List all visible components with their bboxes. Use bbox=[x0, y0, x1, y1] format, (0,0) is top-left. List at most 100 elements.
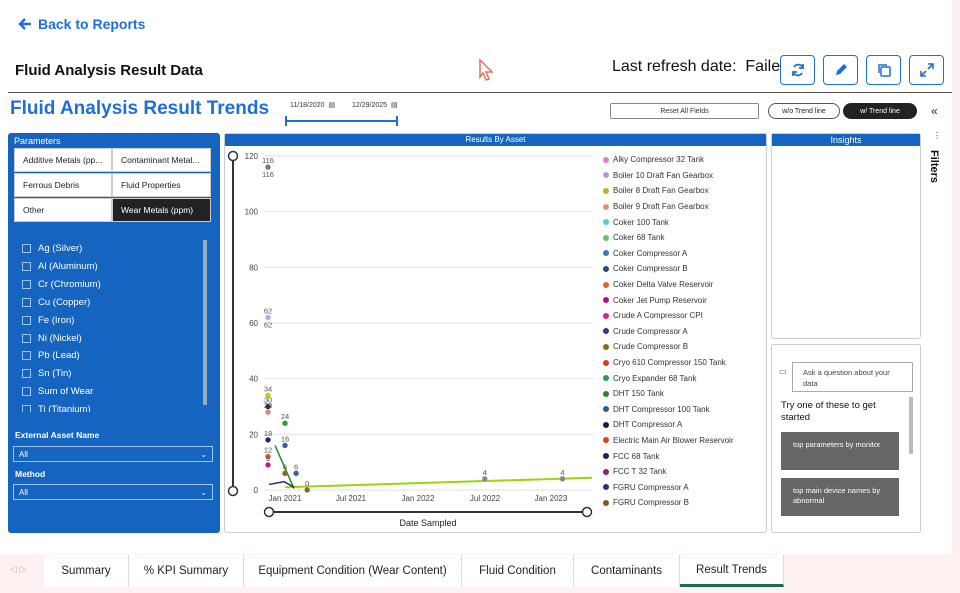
legend-item[interactable]: FCC T 32 Tank bbox=[603, 464, 763, 480]
suggestion-button[interactable]: top parameters by monitor bbox=[781, 432, 899, 470]
checkbox-item[interactable]: Ag (Silver) bbox=[22, 243, 82, 254]
checkbox-item[interactable]: Cu (Copper) bbox=[22, 297, 90, 308]
checkbox-box[interactable] bbox=[22, 297, 31, 307]
legend-item[interactable]: DHT Compressor 100 Tank bbox=[603, 402, 763, 418]
legend-item[interactable]: Cryo 610 Compressor 150 Tank bbox=[603, 355, 763, 371]
slider-handle[interactable] bbox=[227, 485, 239, 497]
data-point[interactable] bbox=[482, 476, 488, 482]
data-point[interactable] bbox=[304, 487, 310, 493]
copy-button[interactable] bbox=[866, 55, 901, 85]
data-point[interactable] bbox=[559, 476, 566, 482]
edit-button[interactable] bbox=[823, 55, 858, 85]
legend-item[interactable]: Coker Delta Valve Reservoir bbox=[603, 277, 763, 293]
checkbox-item[interactable]: Al (Aluminum) bbox=[22, 261, 98, 272]
tab-scroll-arrows[interactable]: ◁ ▷ bbox=[10, 564, 27, 574]
param-contaminant-metals[interactable]: Contaminant Metal... bbox=[112, 148, 211, 172]
legend-item[interactable]: Crude Compressor B bbox=[603, 339, 763, 355]
slider-handle[interactable] bbox=[263, 506, 275, 518]
back-to-reports-link[interactable]: Back to Reports bbox=[18, 16, 145, 32]
tab-result-trends[interactable]: Result Trends bbox=[680, 555, 784, 587]
checkbox-item[interactable]: Cr (Chromium) bbox=[22, 279, 101, 290]
data-point[interactable] bbox=[265, 164, 271, 170]
suggestions-scrollbar[interactable] bbox=[909, 397, 913, 454]
checkbox-item[interactable]: Sn (Tin) bbox=[22, 368, 71, 379]
tab-equipment-condition[interactable]: Equipment Condition (Wear Content) bbox=[244, 555, 462, 587]
without-trend-line-button[interactable]: w/o Trend line bbox=[768, 103, 840, 119]
tab-kpi-summary[interactable]: % KPI Summary bbox=[129, 555, 244, 587]
refresh-button[interactable] bbox=[780, 55, 815, 85]
legend-item[interactable]: Boiler 10 Draft Fan Gearbox bbox=[603, 168, 763, 184]
checkbox-box[interactable] bbox=[22, 261, 31, 271]
suggestion-button[interactable]: top main device names by abnormal bbox=[781, 478, 899, 516]
tab-contaminants[interactable]: Contaminants bbox=[574, 555, 680, 587]
legend-item[interactable]: DHT 150 Tank bbox=[603, 386, 763, 402]
param-ferrous-debris[interactable]: Ferrous Debris bbox=[14, 173, 112, 197]
checkbox-item[interactable]: Pb (Lead) bbox=[22, 350, 80, 361]
date-end-field[interactable]: 12/29/2025 ▤ bbox=[352, 98, 398, 112]
param-wear-metals[interactable]: Wear Metals (ppm) bbox=[112, 198, 211, 222]
param-additive-metals[interactable]: Additive Metals (pp... bbox=[14, 148, 112, 172]
legend-item[interactable]: Coker Compressor A bbox=[603, 246, 763, 262]
data-point[interactable] bbox=[265, 314, 271, 321]
reset-all-fields-button[interactable]: Reset All Fields bbox=[610, 103, 759, 119]
checkbox-item[interactable]: Fe (Iron) bbox=[22, 315, 74, 326]
data-point[interactable] bbox=[265, 403, 271, 410]
data-point[interactable] bbox=[265, 453, 271, 460]
date-range-slider[interactable] bbox=[286, 120, 398, 122]
data-point[interactable] bbox=[282, 442, 288, 449]
tab-fluid-condition[interactable]: Fluid Condition bbox=[462, 555, 574, 587]
asset-filter-label: External Asset Name bbox=[15, 430, 100, 440]
legend-item[interactable]: Coker Compressor B bbox=[603, 261, 763, 277]
param-fluid-properties[interactable]: Fluid Properties bbox=[112, 173, 211, 197]
checkbox-item[interactable]: Ni (Nickel) bbox=[22, 333, 82, 344]
checkbox-item[interactable]: Sum of Wear bbox=[22, 386, 93, 397]
with-trend-line-button[interactable]: w/ Trend line bbox=[843, 103, 917, 119]
legend-item[interactable]: FGRU Compressor B bbox=[603, 495, 763, 511]
checkbox-box[interactable] bbox=[22, 351, 31, 361]
method-filter-select[interactable]: All ⌄ bbox=[13, 484, 213, 500]
data-label: 16 bbox=[281, 434, 289, 443]
data-point[interactable] bbox=[265, 437, 271, 443]
checkbox-box[interactable] bbox=[22, 279, 31, 289]
data-point[interactable] bbox=[293, 470, 299, 476]
asset-filter-select[interactable]: All ⌄ bbox=[13, 446, 213, 462]
legend-item[interactable]: FGRU Compressor A bbox=[603, 479, 763, 495]
legend-item[interactable]: Electric Main Air Blower Reservoir bbox=[603, 433, 763, 449]
expand-button[interactable] bbox=[909, 55, 944, 85]
checkbox-box[interactable] bbox=[22, 387, 31, 397]
legend-item[interactable]: Coker 68 Tank bbox=[603, 230, 763, 246]
legend-item[interactable]: Boiler 8 Draft Fan Gearbox bbox=[603, 183, 763, 199]
data-point[interactable] bbox=[265, 409, 271, 415]
date-start-field[interactable]: 11/18/2020 ▤ bbox=[290, 98, 335, 112]
checkbox-list-scrollbar[interactable] bbox=[203, 240, 207, 405]
question-input[interactable]: Ask a question about your data bbox=[792, 362, 913, 392]
legend-item[interactable]: Crude A Compressor CPI bbox=[603, 308, 763, 324]
legend-item[interactable]: Crude Compressor A bbox=[603, 324, 763, 340]
checkbox-box[interactable] bbox=[22, 333, 31, 343]
slider-handle-start[interactable] bbox=[285, 116, 287, 126]
checkbox-box[interactable] bbox=[22, 369, 31, 379]
checkbox-box[interactable] bbox=[22, 244, 31, 253]
slider-handle-end[interactable] bbox=[396, 116, 398, 126]
legend-item[interactable]: Cryo Expander 68 Tank bbox=[603, 370, 763, 386]
legend-item[interactable]: Coker Jet Pump Reservoir bbox=[603, 292, 763, 308]
checkbox-box[interactable] bbox=[22, 405, 31, 412]
legend-item[interactable]: Alky Compressor 32 Tank bbox=[603, 152, 763, 168]
slider-handle[interactable] bbox=[227, 150, 239, 162]
collapse-filters-icon[interactable]: « bbox=[931, 104, 938, 118]
data-point[interactable] bbox=[282, 420, 288, 426]
data-point[interactable] bbox=[265, 392, 271, 399]
checkbox-box[interactable] bbox=[22, 315, 31, 325]
data-point[interactable] bbox=[282, 470, 288, 476]
legend-item[interactable]: FCC 68 Tank bbox=[603, 448, 763, 464]
data-point[interactable] bbox=[265, 462, 271, 468]
param-other[interactable]: Other bbox=[14, 198, 112, 222]
filters-pane-label[interactable]: Filters bbox=[928, 150, 940, 184]
slider-handle[interactable] bbox=[581, 506, 593, 518]
checkbox-item[interactable]: Ti (Titanium) bbox=[22, 404, 91, 412]
tab-summary[interactable]: Summary bbox=[44, 555, 129, 587]
legend-item[interactable]: Coker 100 Tank bbox=[603, 214, 763, 230]
legend-item[interactable]: Boiler 9 Draft Fan Gearbox bbox=[603, 199, 763, 215]
legend-item[interactable]: DHT Compressor A bbox=[603, 417, 763, 433]
